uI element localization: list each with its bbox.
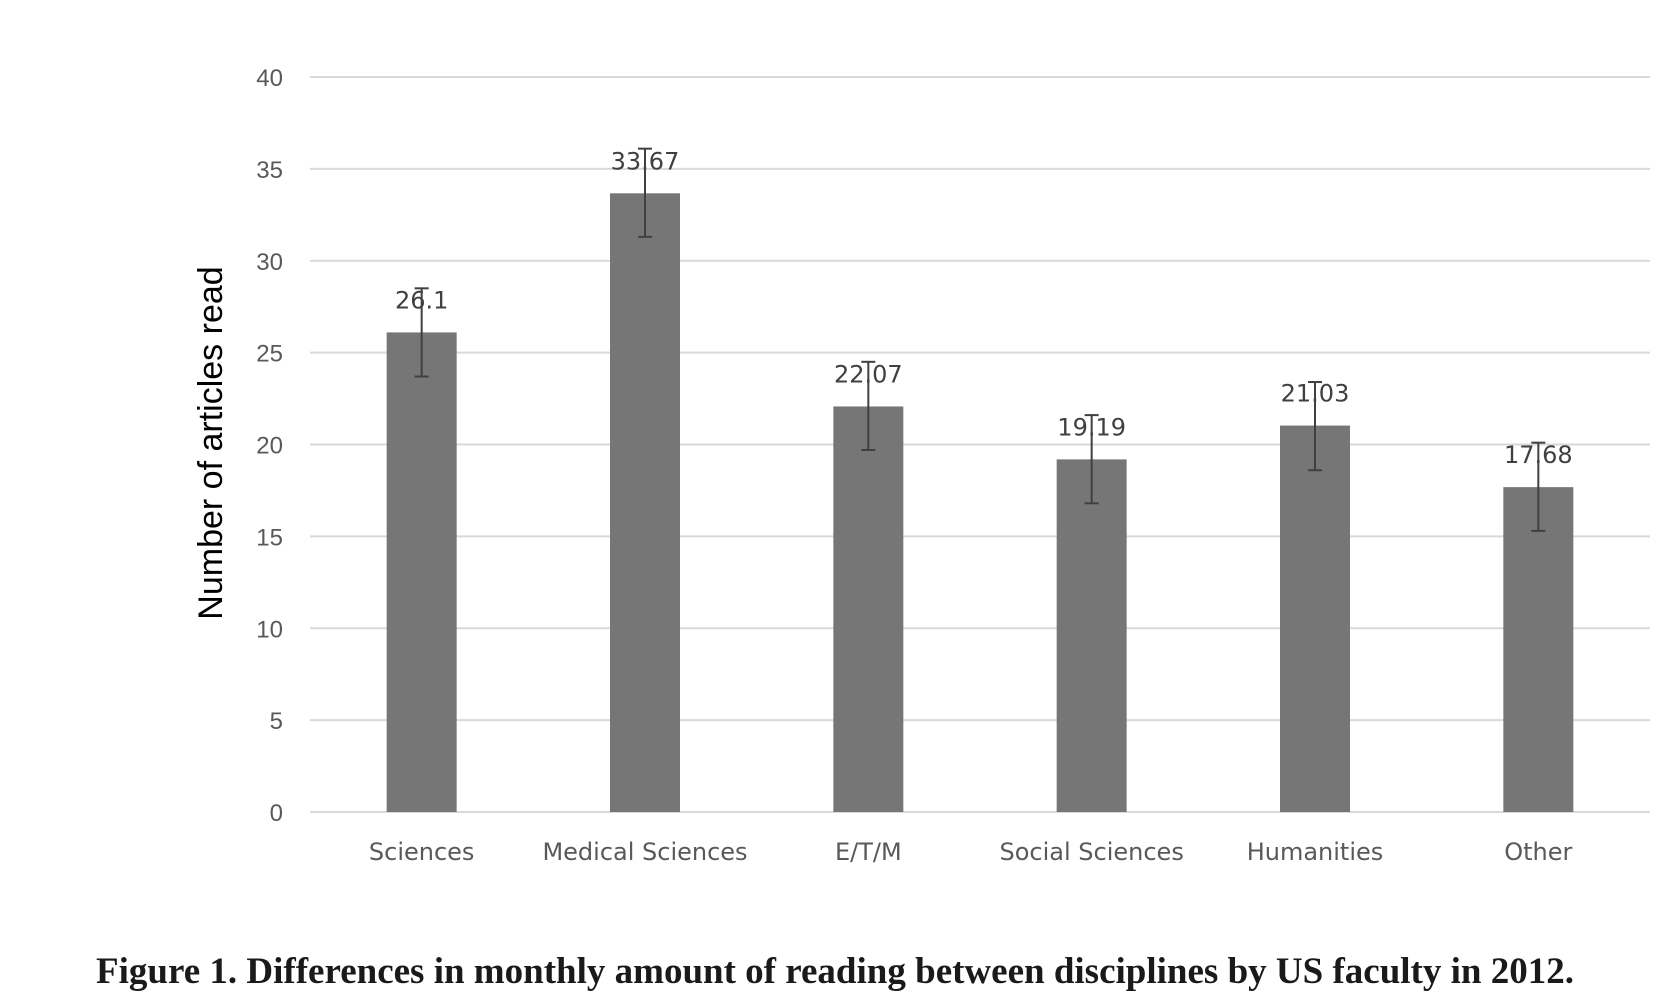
y-tick-label: 15 — [256, 524, 283, 551]
y-axis-title: Number of articles read — [192, 266, 230, 619]
bar-chart: 0 5 10 15 20 25 30 35 40 26.1 33.67 22.07 19.19 21.0… — [192, 65, 1650, 866]
data-label: 33.67 — [611, 147, 680, 175]
error-bar — [638, 147, 652, 238]
x-tick-label: Humanities — [1247, 838, 1384, 866]
error-bars — [414, 147, 1546, 532]
error-bar — [414, 287, 429, 378]
figure-caption: Figure 1. Differences in monthly amount … — [96, 951, 1574, 992]
y-tick-label: 30 — [256, 249, 283, 276]
bar-e-t-m — [833, 406, 904, 812]
y-tick-label: 10 — [256, 616, 283, 643]
x-tick-label: Medical Sciences — [542, 838, 747, 866]
data-labels: 26.1 33.67 22.07 19.19 21.03 17.68 — [395, 147, 1573, 469]
data-label: 22.07 — [834, 360, 903, 388]
y-tick-label: 35 — [256, 157, 283, 184]
data-label: 26.1 — [395, 286, 448, 314]
x-tick-label: E/T/M — [835, 838, 902, 866]
data-label: 17.68 — [1504, 441, 1573, 469]
bar-medical-sciences — [610, 193, 680, 813]
x-tick-label: Sciences — [369, 838, 475, 866]
data-label: 21.03 — [1281, 380, 1350, 408]
x-axis-labels: Sciences Medical Sciences E/T/M Social Scie… — [369, 838, 1573, 866]
error-bar — [1531, 441, 1546, 532]
gridlines — [310, 76, 1650, 813]
error-bar — [861, 360, 876, 452]
y-axis-ticks: 0 5 10 15 20 25 30 35 40 — [256, 65, 283, 827]
data-label: 19.19 — [1057, 413, 1126, 441]
y-tick-label: 0 — [270, 800, 283, 827]
error-bar — [1084, 414, 1099, 505]
y-tick-label: 5 — [270, 708, 283, 735]
bar-humanities — [1280, 425, 1350, 812]
bar-social-sciences — [1056, 459, 1127, 812]
x-tick-label: Other — [1504, 838, 1572, 866]
y-tick-label: 20 — [256, 433, 283, 460]
y-tick-label: 25 — [256, 341, 283, 368]
bars — [386, 193, 1574, 813]
x-tick-label: Social Sciences — [1000, 838, 1184, 866]
y-tick-label: 40 — [256, 65, 283, 92]
bar-other — [1503, 487, 1574, 812]
error-bar — [1308, 381, 1322, 472]
bar-sciences — [386, 332, 457, 812]
